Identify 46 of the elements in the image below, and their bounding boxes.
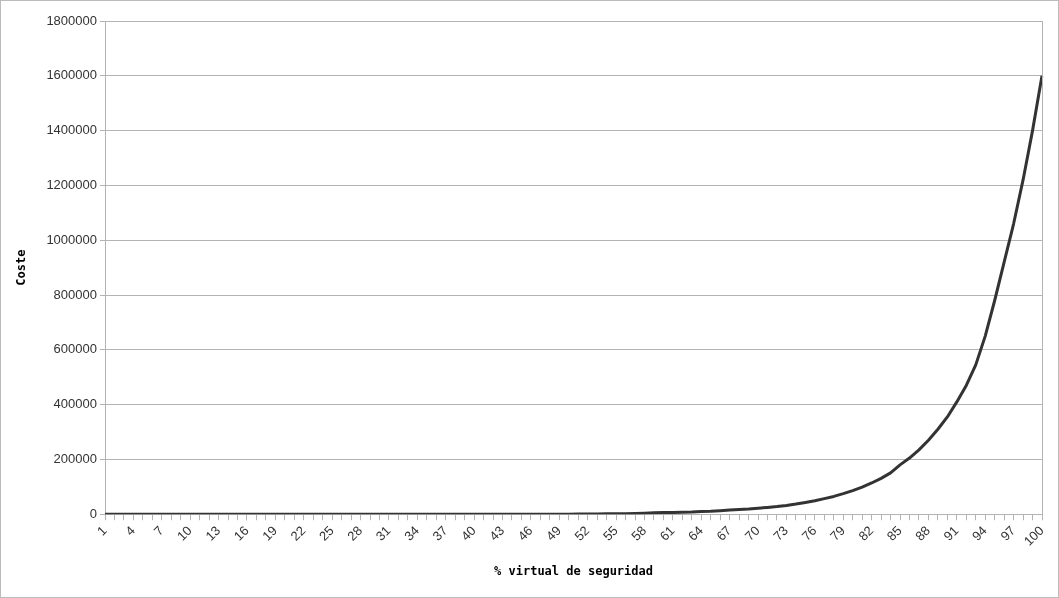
x-tick-label: 25 [315, 522, 337, 544]
x-tick-label: 58 [628, 522, 650, 544]
x-tick-label: 88 [912, 522, 934, 544]
x-tick-label: 97 [997, 522, 1019, 544]
x-tick-label: 37 [429, 522, 451, 544]
x-tick-label: 40 [457, 522, 479, 544]
x-tick-label: 55 [599, 522, 621, 544]
x-tick-label: 1 [93, 522, 110, 539]
x-tick-label: 19 [259, 522, 281, 544]
x-tick-label: 52 [571, 522, 593, 544]
y-tick-label: 600000 [53, 341, 98, 357]
x-tick-label: 10 [174, 522, 195, 544]
x-tick-label: 85 [883, 522, 905, 544]
x-tick-label: 46 [514, 522, 536, 544]
x-tick-label: 94 [969, 522, 990, 544]
x-tick-label: 49 [543, 522, 564, 544]
y-tick-label: 0 [89, 505, 98, 521]
x-tick-label: 73 [770, 522, 792, 544]
y-tick-label: 200000 [53, 451, 98, 467]
x-tick-label: 67 [713, 522, 735, 544]
x-tick-label: 43 [486, 522, 508, 544]
x-tick-label: 7 [150, 522, 167, 539]
x-tick-label: 31 [372, 522, 394, 544]
x-tick-label: 64 [685, 522, 706, 544]
x-tick-label: 28 [344, 522, 366, 544]
y-tick-label: 1600000 [46, 67, 98, 83]
y-tick-label: 1400000 [46, 122, 98, 138]
y-tick-label: 1800000 [46, 12, 98, 28]
y-tick-label: 800000 [53, 286, 98, 302]
x-tick-label: 79 [827, 522, 848, 544]
x-tick-label: 82 [855, 522, 877, 544]
x-tick-label: 22 [287, 522, 309, 544]
x-tick-label: 4 [122, 522, 139, 539]
x-tick-label: 70 [741, 522, 763, 544]
y-tick-label: 1200000 [46, 176, 98, 192]
x-tick-label: 91 [940, 522, 962, 544]
x-tick-label: 13 [202, 522, 224, 544]
x-tick-label: 76 [798, 522, 820, 544]
y-axis-title: Coste [14, 249, 29, 286]
x-tick-label: 16 [230, 522, 252, 544]
x-axis-title: % virtual de seguridad [494, 563, 653, 578]
y-tick-label: 400000 [53, 396, 98, 412]
x-tick-label: 34 [401, 522, 422, 544]
x-tick-label: 100 [1020, 522, 1047, 549]
y-tick-label: 1000000 [46, 231, 98, 247]
x-tick-label: 61 [656, 522, 678, 544]
